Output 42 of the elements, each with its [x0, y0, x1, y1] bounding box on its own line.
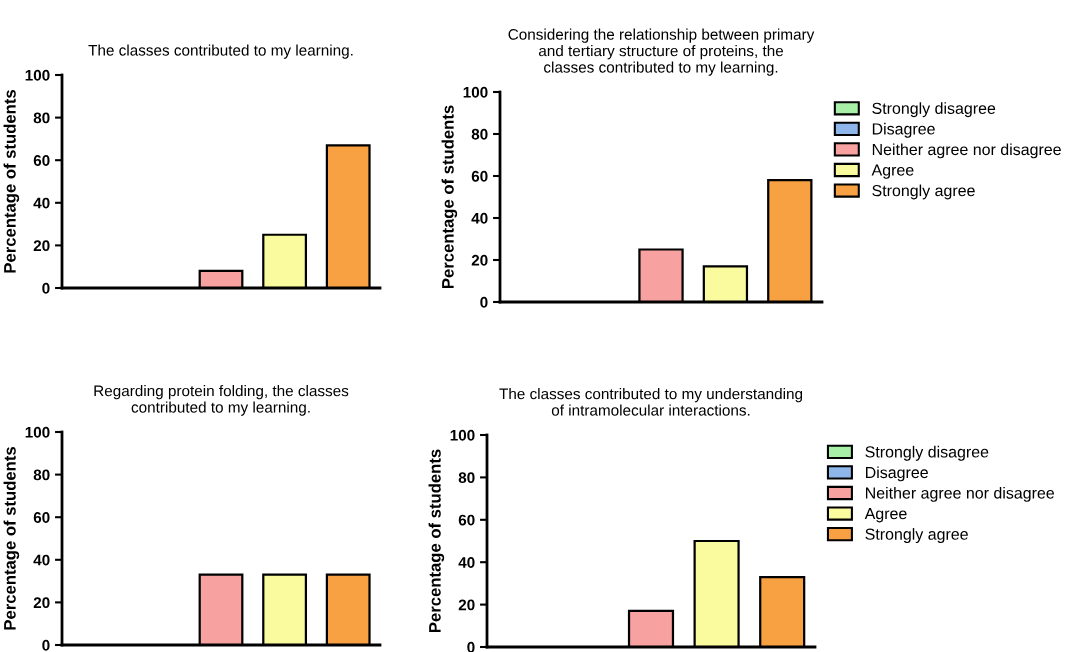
y-tick-label: 20 [33, 597, 50, 609]
y-axis-title: Percentage of students [3, 90, 20, 273]
legend-label: Strongly agree [865, 528, 968, 543]
chart-title: Considering the relationship between primary and tertiary structure of proteins, the classes contributed to my learning. [508, 28, 815, 76]
y-tick-label: 80 [471, 128, 488, 140]
y-tick-label: 40 [458, 557, 475, 568]
y-tick-label: 20 [33, 240, 50, 252]
y-tick-label: 60 [471, 170, 488, 182]
y-tick-label: 0 [42, 282, 50, 294]
legend-label: Agree [864, 508, 907, 523]
legend-label: Disagree [866, 466, 928, 482]
y-tick-label: 40 [33, 554, 50, 566]
y-tick-label: 60 [33, 155, 50, 166]
y-tick-label: 60 [33, 512, 50, 523]
chart-title: The classes contributed to my learning. [88, 44, 353, 59]
chart-title: Regarding protein folding, the classes contributed to my learning. [94, 385, 349, 416]
y-tick-label: 60 [458, 514, 475, 526]
y-tick-label: 100 [463, 86, 488, 98]
y-tick-label: 0 [480, 296, 488, 308]
y-tick-label: 100 [25, 426, 50, 438]
y-tick-label: 80 [33, 469, 50, 481]
y-tick-label: 80 [458, 472, 475, 484]
legend-label: Strongly disagree [872, 102, 996, 118]
y-axis-title: Percentage of students [441, 105, 458, 289]
y-tick-label: 80 [33, 112, 50, 124]
y-tick-label: 0 [467, 641, 475, 652]
y-tick-label: 20 [458, 599, 475, 611]
y-tick-label: 0 [42, 639, 50, 651]
y-axis-title: Percentage of students [428, 449, 445, 633]
legend-label: Strongly disagree [865, 445, 989, 461]
legend-label: Agree [871, 164, 914, 179]
y-tick-label: 40 [471, 212, 488, 224]
y-tick-label: 40 [33, 197, 50, 209]
y-axis-title: Percentage of students [3, 447, 20, 630]
chart-title: The classes contributed to my understanding of intramolecular interactions. [499, 388, 803, 416]
legend-label: Strongly agree [872, 184, 975, 200]
y-tick-label: 100 [450, 429, 475, 441]
legend-label: Neither agree nor disagree [866, 486, 1054, 502]
y-tick-label: 100 [25, 69, 50, 81]
y-tick-label: 20 [471, 254, 488, 266]
legend-label: Disagree [872, 122, 935, 138]
legend-label: Neither agree nor disagree [872, 143, 1061, 159]
